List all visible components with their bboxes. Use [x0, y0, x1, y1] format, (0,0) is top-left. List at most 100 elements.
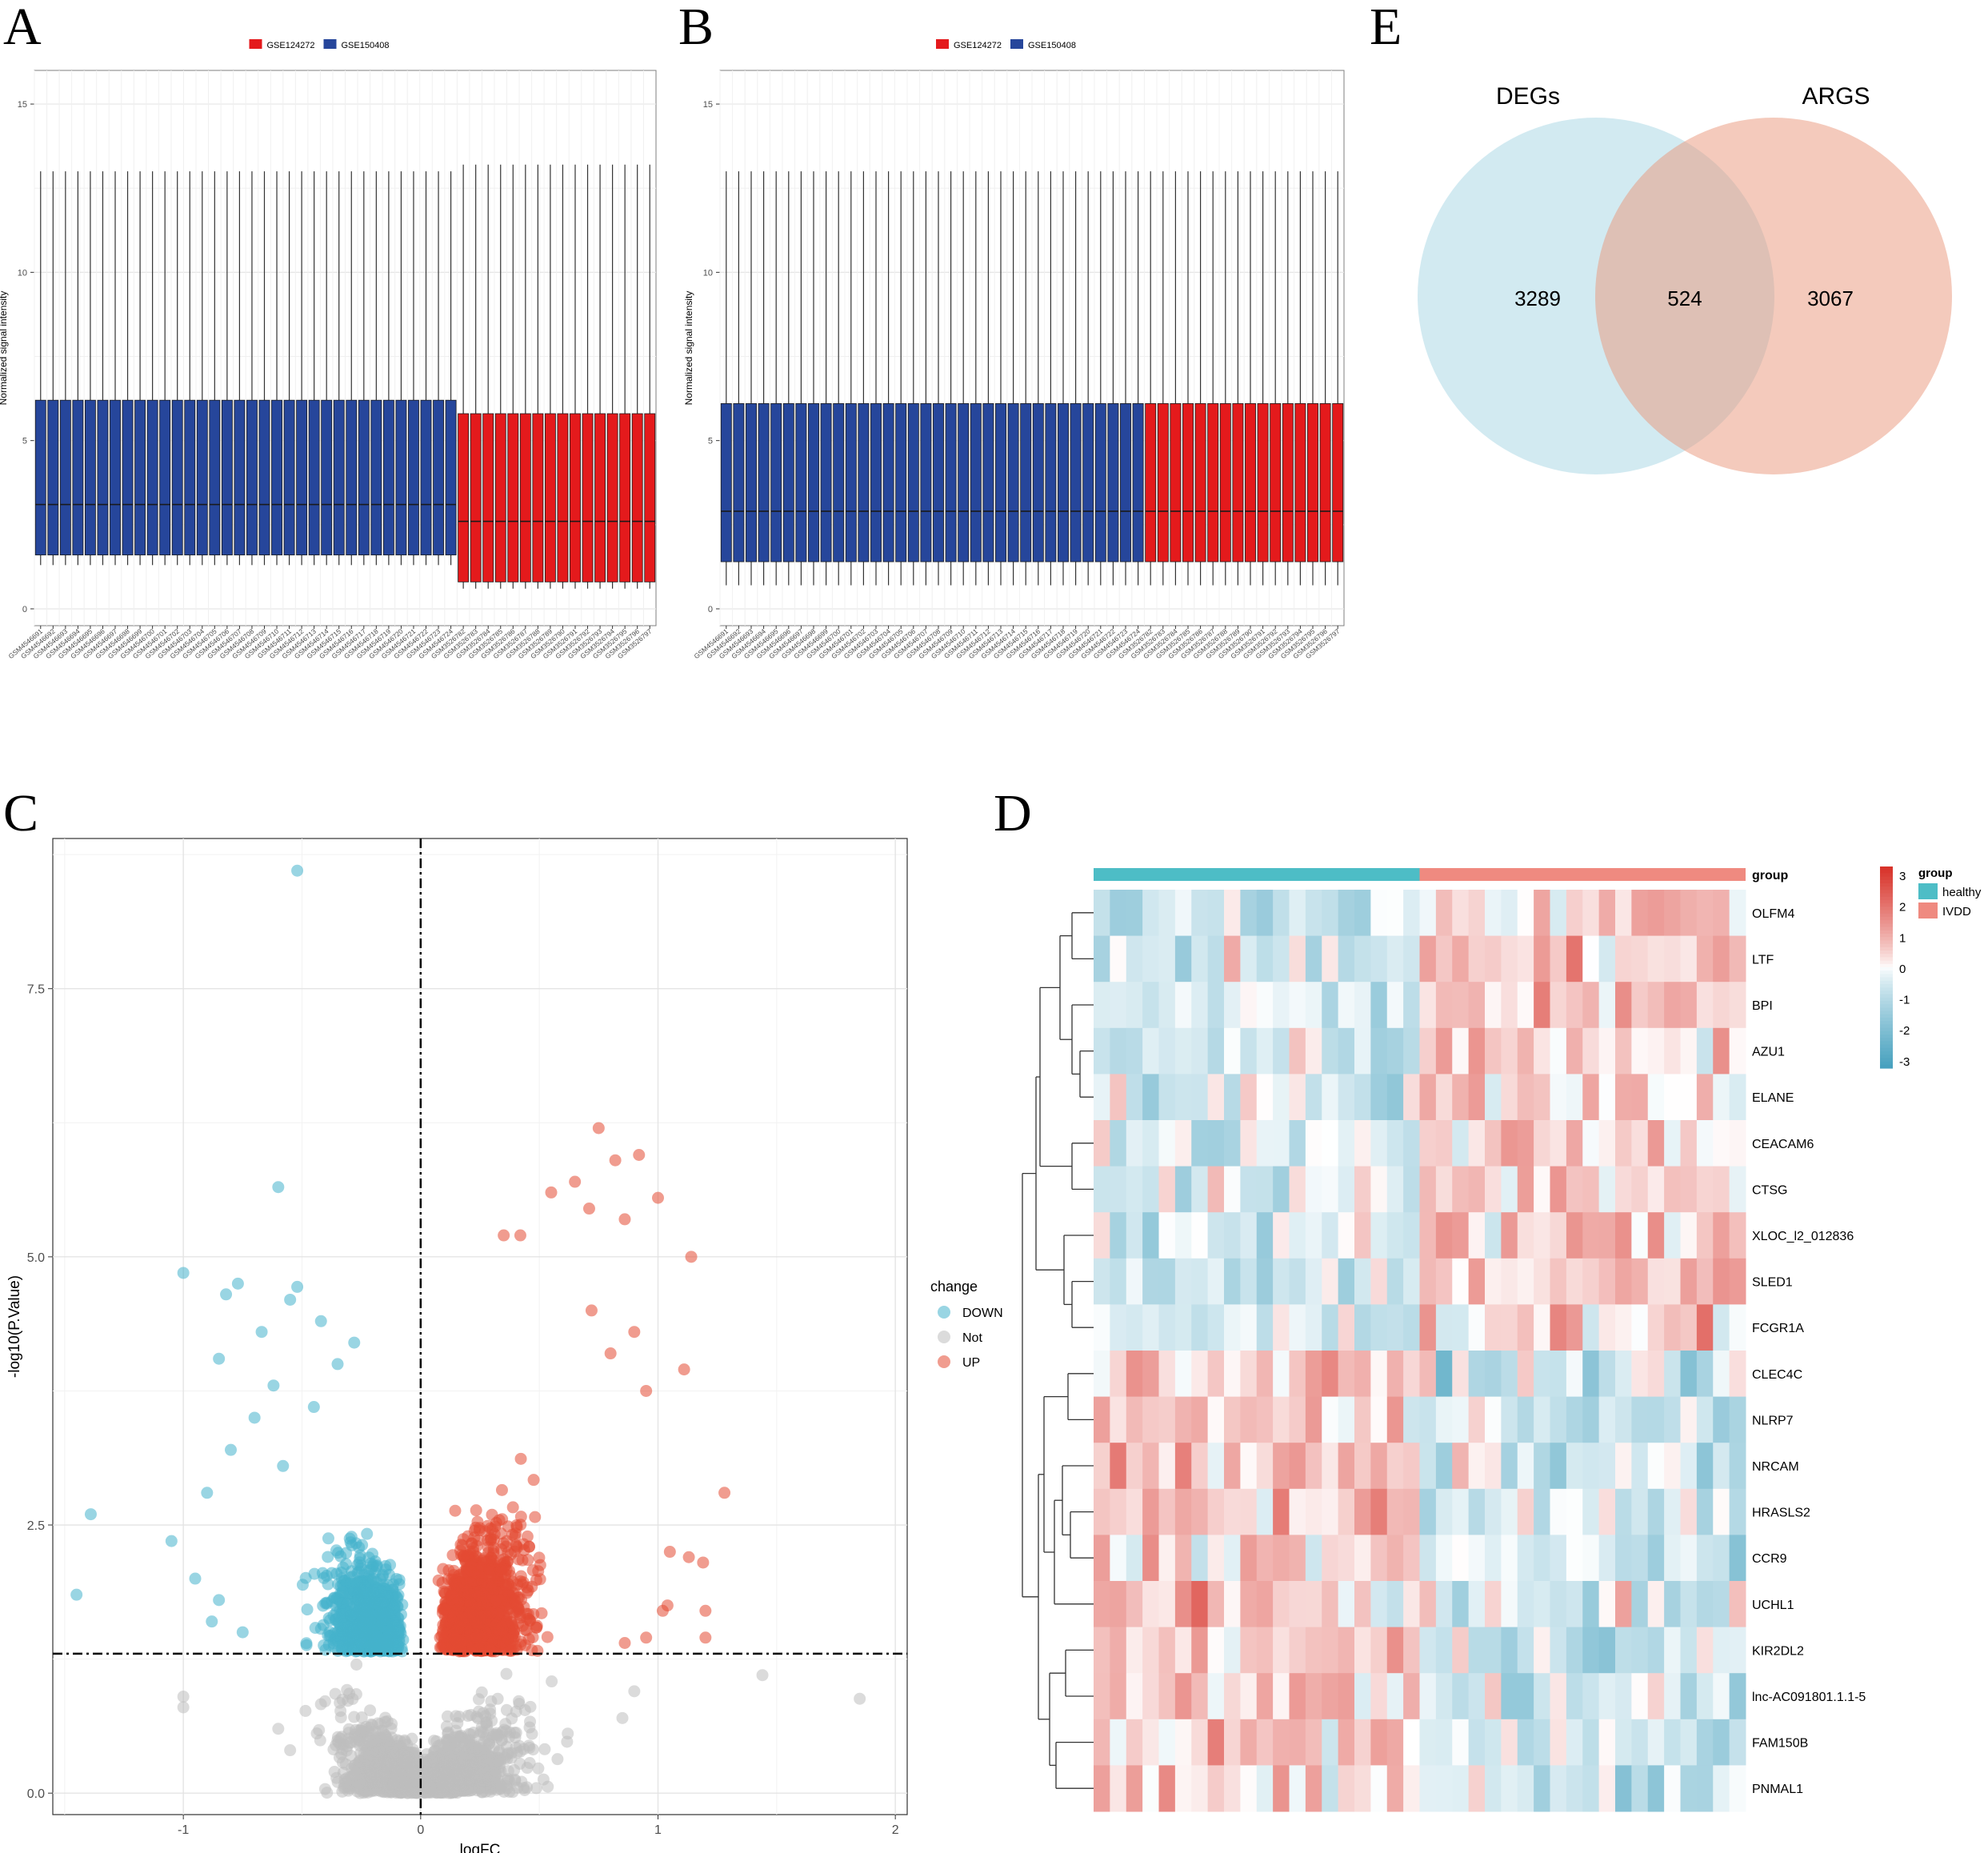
heatmap-cell — [1158, 1535, 1176, 1582]
point-down — [309, 1622, 322, 1635]
heatmap-cell — [1126, 1581, 1143, 1628]
heatmap-cell — [1582, 1166, 1600, 1213]
point-not — [854, 1692, 866, 1705]
heatmap-cell — [1322, 982, 1339, 1029]
heatmap-cell — [1501, 1074, 1518, 1121]
heatmap-cell — [1370, 1396, 1388, 1443]
heatmap-cell — [1110, 1258, 1127, 1305]
heatmap-cell — [1256, 1396, 1274, 1443]
heatmap-cell — [1435, 1212, 1453, 1259]
heatmap-cell — [1174, 1258, 1192, 1305]
heatmap-cell — [1354, 935, 1371, 983]
point-up — [541, 1631, 554, 1643]
heatmap-cell — [1305, 982, 1322, 1029]
point-up — [473, 1589, 486, 1602]
point-up — [661, 1599, 674, 1612]
box-GSM4546712 — [982, 402, 994, 562]
y-tick-label: 10 — [703, 268, 713, 278]
heatmap-cell — [1435, 1120, 1453, 1167]
point-down — [272, 1181, 285, 1194]
heatmap-cell — [1110, 1212, 1127, 1259]
heatmap-cell — [1468, 1443, 1486, 1490]
heatmap-cell — [1468, 1488, 1486, 1535]
heatmap-cell — [1647, 1351, 1665, 1398]
heatmap-cell — [1729, 1443, 1746, 1490]
heatmap-cell — [1174, 1074, 1192, 1121]
point-down — [277, 1459, 290, 1472]
heatmap-cell — [1452, 1074, 1470, 1121]
heatmap-cell — [1680, 1396, 1698, 1443]
heatmap-cell — [1452, 1581, 1470, 1628]
heatmap-cell — [1240, 935, 1258, 983]
point-not — [387, 1777, 400, 1790]
box-GSM3526785 — [494, 413, 506, 582]
heatmap-cell — [1322, 1120, 1339, 1167]
heatmap-cell — [1501, 1027, 1518, 1075]
heatmap-cell — [1240, 1488, 1258, 1535]
heatmap-cell — [1158, 890, 1176, 937]
point-not — [357, 1773, 370, 1786]
point-down — [248, 1411, 261, 1424]
point-down — [307, 1401, 320, 1414]
point-down — [327, 1609, 340, 1622]
point-down — [300, 1637, 313, 1650]
point-not — [331, 1731, 344, 1743]
point-up — [482, 1563, 495, 1575]
heatmap-cell — [1174, 982, 1192, 1029]
heatmap-cell — [1729, 1304, 1746, 1351]
heatmap-cell — [1468, 1258, 1486, 1305]
heatmap-cell — [1273, 982, 1290, 1029]
x-tick-label: -1 — [178, 1823, 189, 1837]
point-up — [496, 1623, 509, 1635]
point-not — [378, 1753, 391, 1766]
box-GSM4546697 — [795, 402, 807, 562]
heatmap-cell — [1240, 1027, 1258, 1075]
heatmap-cell — [1256, 1027, 1274, 1075]
heatmap-cell — [1224, 1581, 1241, 1628]
heatmap-cell — [1386, 1351, 1404, 1398]
heatmap-cell — [1370, 1535, 1388, 1582]
box-GSM4546715 — [333, 399, 345, 556]
heatmap-cell — [1386, 982, 1404, 1029]
heatmap-cell — [1517, 890, 1534, 937]
heatmap-cell — [1566, 1304, 1583, 1351]
heatmap-cell — [1534, 1443, 1550, 1490]
heatmap-cell — [1680, 1535, 1698, 1582]
heatmap-cell — [1174, 1212, 1192, 1259]
point-up — [527, 1474, 540, 1487]
heatmap-cell — [1338, 1166, 1355, 1213]
heatmap-cell — [1207, 1166, 1225, 1213]
heatmap-cell — [1338, 1351, 1355, 1398]
point-up — [449, 1504, 462, 1517]
point-up — [628, 1326, 641, 1339]
heatmap-cell — [1501, 890, 1518, 937]
panel-label-c: C — [3, 784, 38, 842]
heatmap-cell — [1566, 1027, 1583, 1075]
box-GSM3526792 — [1270, 402, 1282, 562]
point-not — [434, 1787, 447, 1799]
heatmap-cell — [1338, 1120, 1355, 1167]
heatmap-cell — [1110, 1166, 1127, 1213]
heatmap-cell — [1435, 1443, 1453, 1490]
heatmap-cell — [1273, 1166, 1290, 1213]
heatmap-cell — [1664, 1396, 1681, 1443]
heatmap-cell — [1534, 1166, 1550, 1213]
box-GSM4546719 — [1070, 402, 1082, 562]
heatmap-cell — [1664, 935, 1681, 983]
point-down — [213, 1352, 226, 1365]
heatmap-cell — [1224, 935, 1241, 983]
heatmap-cell — [1403, 1351, 1420, 1398]
point-down — [165, 1535, 178, 1547]
heatmap-cell — [1158, 935, 1176, 983]
heatmap-cell — [1403, 1120, 1420, 1167]
heatmap-cell — [1240, 1443, 1258, 1490]
heatmap-cell — [1680, 1027, 1698, 1075]
heatmap-cell — [1713, 1396, 1730, 1443]
heatmap-cell — [1435, 1351, 1453, 1398]
point-up — [499, 1579, 512, 1591]
heatmap-cell — [1126, 935, 1143, 983]
heatmap-cell — [1403, 1258, 1420, 1305]
heatmap-cell — [1647, 1074, 1665, 1121]
point-up — [494, 1527, 507, 1540]
heatmap-cell — [1305, 1535, 1322, 1582]
